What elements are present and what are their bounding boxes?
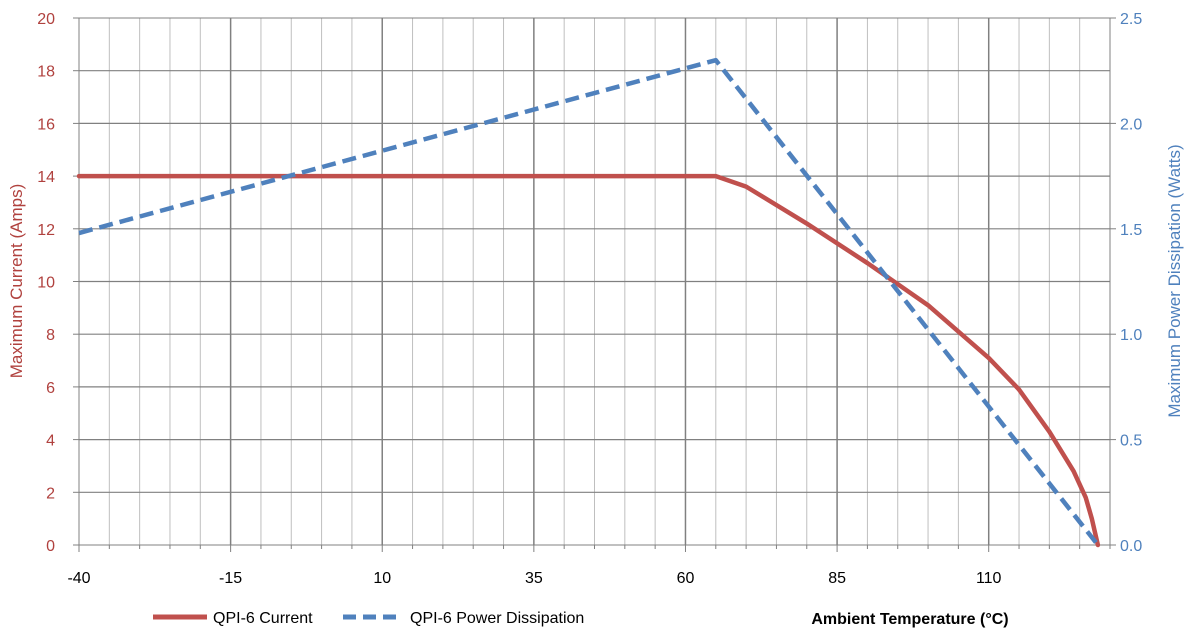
right-tick-label: 2.0 <box>1120 116 1142 133</box>
x-tick-label: 60 <box>677 570 695 587</box>
left-tick-label: 0 <box>46 538 55 555</box>
right-tick-label: 1.5 <box>1120 222 1142 239</box>
right-tick-label: 0.0 <box>1120 538 1142 555</box>
left-tick-label: 8 <box>46 327 55 344</box>
left-tick-label: 12 <box>37 222 55 239</box>
left-axis-ticks: 0 2 4 6 8 10 12 14 16 18 20 <box>37 11 79 555</box>
left-tick-label: 16 <box>37 116 55 133</box>
left-tick-label: 4 <box>46 433 55 450</box>
left-tick-label: 20 <box>37 11 55 28</box>
x-tick-label: 110 <box>976 570 1002 587</box>
series-line-current <box>76 173 1101 548</box>
x-tick-label: -15 <box>219 570 242 587</box>
left-axis-label: Maximum Current (Amps) <box>7 184 26 379</box>
x-axis-ticks: -40 -15 10 35 60 85 110 <box>67 545 1111 587</box>
legend-label-power: QPI-6 Power Dissipation <box>410 610 584 627</box>
right-tick-label: 1.0 <box>1120 327 1142 344</box>
left-tick-label: 10 <box>37 275 55 292</box>
left-tick-label: 2 <box>46 485 55 502</box>
legend: QPI-6 Current QPI-6 Power Dissipation <box>153 610 584 627</box>
right-axis-ticks: 0.0 0.5 1.0 1.5 2.0 2.5 <box>1110 11 1142 555</box>
x-tick-label: 10 <box>373 570 391 587</box>
legend-label-current: QPI-6 Current <box>213 610 313 627</box>
left-tick-label: 18 <box>37 64 55 81</box>
major-gridlines <box>79 18 1110 545</box>
left-tick-label: 14 <box>37 169 55 186</box>
x-tick-label: -40 <box>67 570 90 587</box>
series-layer <box>76 57 1101 548</box>
left-tick-label: 6 <box>46 380 55 397</box>
right-tick-label: 2.5 <box>1120 11 1142 28</box>
x-tick-label: 85 <box>828 570 846 587</box>
right-tick-label: 0.5 <box>1120 433 1142 450</box>
series-line-power-dissipation <box>78 57 1100 547</box>
x-tick-label: 35 <box>525 570 543 587</box>
x-axis-label: Ambient Temperature (°C) <box>811 611 1008 628</box>
right-axis-label: Maximum Power Dissipation (Watts) <box>1165 144 1184 417</box>
